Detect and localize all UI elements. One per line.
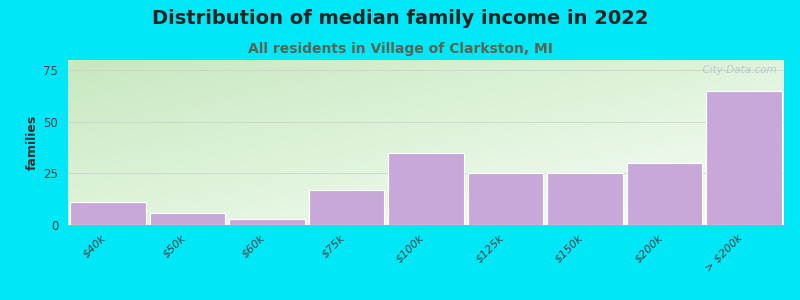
Bar [388, 153, 464, 225]
Bar [706, 91, 782, 225]
Text: All residents in Village of Clarkston, MI: All residents in Village of Clarkston, M… [247, 42, 553, 56]
Bar [229, 219, 305, 225]
Bar [627, 163, 702, 225]
Bar [70, 202, 146, 225]
Bar [468, 173, 543, 225]
Text: City-Data.com: City-Data.com [696, 65, 777, 75]
Bar [309, 190, 384, 225]
Bar [547, 173, 623, 225]
Y-axis label: families: families [26, 115, 39, 170]
Bar [150, 213, 225, 225]
Text: Distribution of median family income in 2022: Distribution of median family income in … [152, 9, 648, 28]
